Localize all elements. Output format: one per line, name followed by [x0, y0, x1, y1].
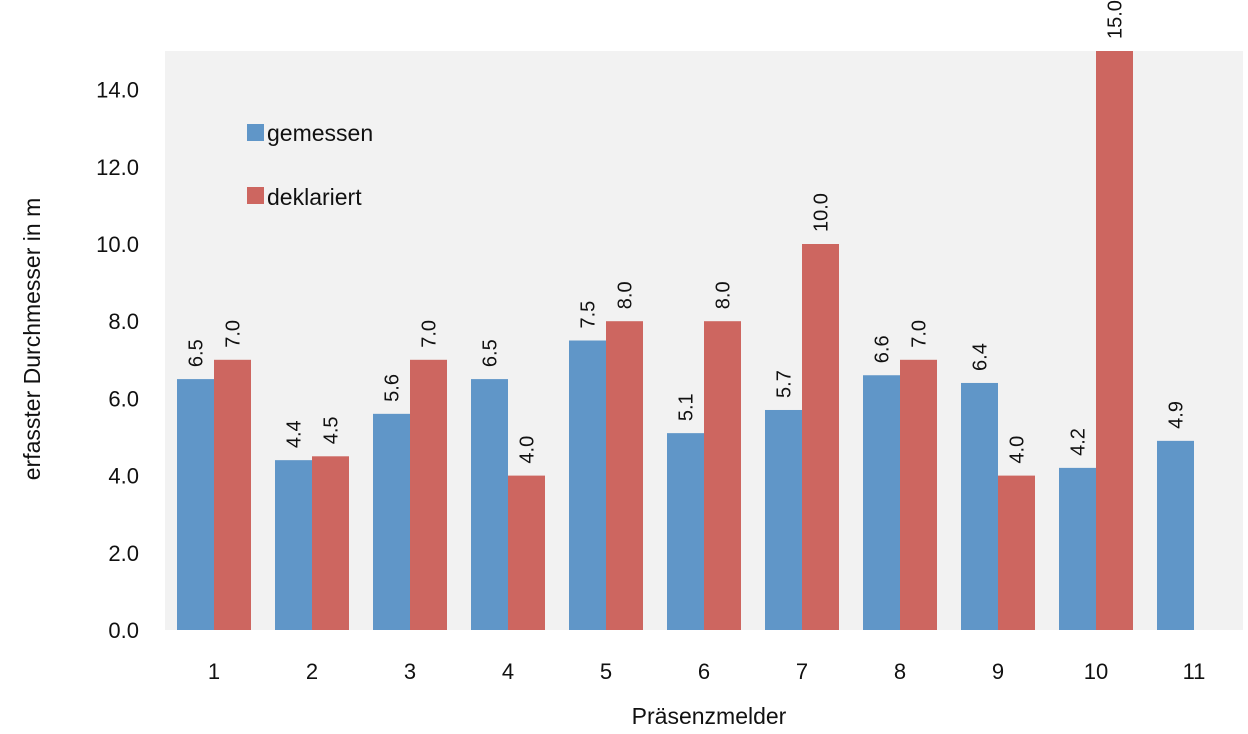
- bar-deklariert-6: [704, 321, 741, 630]
- bar-deklariert-8: [900, 359, 937, 630]
- bar-gemessen-9: [961, 382, 998, 630]
- data-label-gemessen-6: 5.1: [676, 393, 698, 421]
- data-label-deklariert-7: 10.0: [811, 193, 833, 232]
- bar-gemessen-11: [1157, 440, 1194, 630]
- y-tick-label: 6.0: [108, 386, 139, 411]
- legend-swatch-gemessen: [247, 124, 264, 141]
- data-label-deklariert-5: 8.0: [615, 281, 637, 309]
- bar-gemessen-10: [1059, 467, 1096, 630]
- x-tick-label: 5: [600, 659, 612, 684]
- y-axis-ticks: 0.0 2.0 4.0 6.0 8.0 10.0 12.0 14.0: [96, 78, 139, 643]
- data-label-gemessen-2: 4.4: [284, 420, 306, 448]
- bar-deklariert-7: [802, 244, 839, 630]
- x-tick-label: 1: [208, 659, 220, 684]
- data-label-deklariert-6: 8.0: [713, 281, 735, 309]
- data-label-deklariert-9: 4.0: [1007, 436, 1029, 464]
- data-label-gemessen-1: 6.5: [186, 339, 208, 367]
- legend-label-gemessen: gemessen: [267, 120, 373, 146]
- y-tick-label: 10.0: [96, 232, 139, 257]
- bars: [177, 51, 1194, 630]
- legend: gemessen deklariert: [247, 120, 373, 210]
- bar-gemessen-6: [667, 433, 704, 630]
- bar-deklariert-5: [606, 321, 643, 630]
- data-label-deklariert-1: 7.0: [223, 320, 245, 348]
- bar-deklariert-1: [214, 359, 251, 630]
- bar-value-labels: 6.5 7.0 4.4 4.5 5.6 7.0 6.5 4.0 7.5 8.0 5.1 8.0 5.7 1…: [186, 0, 1188, 464]
- bar-gemessen-1: [177, 379, 214, 630]
- legend-label-deklariert: deklariert: [267, 184, 362, 210]
- bar-deklariert-4: [508, 475, 545, 630]
- x-tick-label: 3: [404, 659, 416, 684]
- legend-swatch-deklariert: [247, 187, 264, 204]
- data-label-gemessen-4: 6.5: [480, 339, 502, 367]
- y-axis-title: erfasster Durchmesser in m: [19, 198, 45, 480]
- data-label-gemessen-9: 6.4: [970, 343, 992, 371]
- y-tick-label: 4.0: [108, 464, 139, 489]
- bar-gemessen-2: [275, 460, 312, 630]
- x-tick-label: 11: [1183, 659, 1206, 684]
- x-tick-label: 6: [698, 659, 710, 684]
- x-axis-title: Präsenzmelder: [632, 703, 787, 729]
- bar-gemessen-7: [765, 409, 802, 630]
- data-label-gemessen-5: 7.5: [578, 301, 600, 329]
- data-label-deklariert-3: 7.0: [419, 320, 441, 348]
- bar-gemessen-5: [569, 340, 606, 630]
- y-tick-label: 2.0: [108, 541, 139, 566]
- data-label-gemessen-8: 6.6: [872, 335, 894, 363]
- bar-gemessen-4: [471, 379, 508, 630]
- bar-deklariert-9: [998, 475, 1035, 630]
- y-tick-label: 14.0: [96, 78, 139, 103]
- data-label-deklariert-4: 4.0: [517, 436, 539, 464]
- bar-deklariert-3: [410, 359, 447, 630]
- data-label-deklariert-8: 7.0: [909, 320, 931, 348]
- x-tick-label: 4: [502, 659, 514, 684]
- y-tick-label: 8.0: [108, 309, 139, 334]
- x-axis-ticks: 1 2 3 4 5 6 7 8 9 10 11: [208, 659, 1206, 684]
- y-tick-label: 0.0: [108, 618, 139, 643]
- data-label-gemessen-3: 5.6: [382, 374, 404, 402]
- data-label-deklariert-10: 15.0: [1105, 0, 1127, 39]
- data-label-gemessen-11: 4.9: [1166, 401, 1188, 429]
- data-label-gemessen-10: 4.2: [1068, 428, 1090, 456]
- data-label-gemessen-7: 5.7: [774, 370, 796, 398]
- data-label-deklariert-2: 4.5: [321, 416, 343, 444]
- x-tick-label: 7: [796, 659, 808, 684]
- x-tick-label: 2: [306, 659, 318, 684]
- x-tick-label: 9: [992, 659, 1004, 684]
- bar-deklariert-10: [1096, 51, 1133, 630]
- y-tick-label: 12.0: [96, 155, 139, 180]
- x-tick-label: 10: [1084, 659, 1108, 684]
- bar-gemessen-8: [863, 375, 900, 630]
- bar-gemessen-3: [373, 413, 410, 630]
- x-tick-label: 8: [894, 659, 906, 684]
- bar-deklariert-2: [312, 456, 349, 630]
